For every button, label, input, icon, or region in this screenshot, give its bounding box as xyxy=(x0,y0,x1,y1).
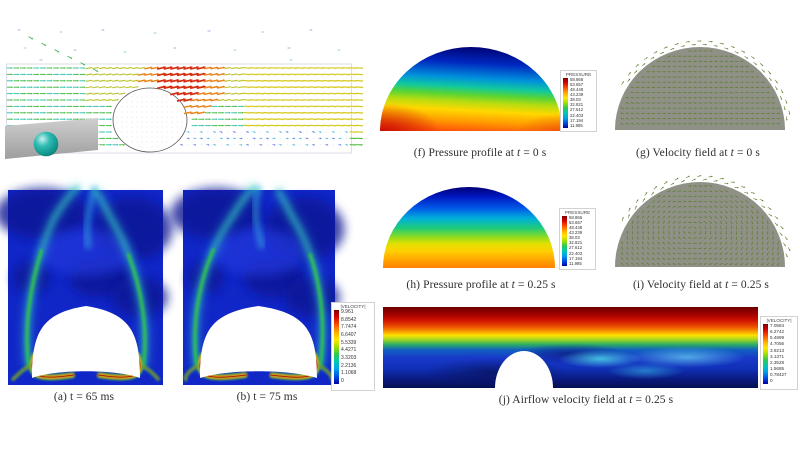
colorbar-tick-label: 32.821 xyxy=(569,240,583,246)
caption-text: = 0.25 s xyxy=(731,279,770,291)
velocity-colorbar-ab: |VELOCITY| 9.961 8.8542 7.7474 6.6407 5.5339… xyxy=(331,302,375,391)
colorbar-tick-label: 5.4899 xyxy=(770,335,785,341)
colorbar-tick-label: 0 xyxy=(341,377,344,384)
pressure-dome-t025 xyxy=(383,187,555,268)
colorbar-tick-label: 27.612 xyxy=(569,245,583,251)
math-var: t xyxy=(511,279,515,291)
colorbar-tick-label: 43.239 xyxy=(569,230,583,236)
colorbar-tick-label: 11.985 xyxy=(569,260,582,266)
velocity-colorbar-j: |VELOCITY| 7.0584 6.2742 5.4899 4.7056 3.921… xyxy=(760,316,798,390)
colorbar-tick-label: 43.239 xyxy=(570,92,584,98)
caption-text: (g) Velocity field at xyxy=(636,147,728,159)
colorbar-tick-label: 58.866 xyxy=(570,77,584,82)
caption-h: (h) Pressure profile at t = 0.25 s xyxy=(406,279,555,291)
velocity-dome-t025 xyxy=(615,175,791,267)
caption-i: (i) Velocity field at t = 0.25 s xyxy=(633,279,769,291)
colorbar-tick-label: 1.1068 xyxy=(341,370,357,377)
caption-g: (g) Velocity field at t = 0 s xyxy=(636,147,760,159)
caption-text: (a) t = 65 ms xyxy=(53,391,115,403)
quiver-airflow-plot xyxy=(5,29,364,159)
colorbar-tick-label: 53.657 xyxy=(570,82,584,88)
colorbar-tick-label: 22.403 xyxy=(569,250,583,256)
colorbar-gradient xyxy=(334,310,339,384)
colorbar-tick-label: 27.612 xyxy=(570,107,584,113)
velocity-contour-panel-b xyxy=(170,182,345,385)
caption-text: (j) Airflow velocity field at xyxy=(498,394,627,406)
pressure-colorbar-f: PRESSURE 58.866 53.657 48.448 43.239 38.03 32… xyxy=(560,70,597,132)
colorbar-tick-labels: 9.961 8.8542 7.7474 6.6407 5.5339 4.4271 3.320… xyxy=(341,310,356,384)
caption-text: (b) t = 75 ms xyxy=(236,391,298,403)
caption-f: (f) Pressure profile at t = 0 s xyxy=(414,147,547,159)
colorbar-tick-label: 6.6407 xyxy=(341,331,357,338)
colorbar-tick-label: 53.657 xyxy=(569,220,583,226)
caption-b: (b) t = 75 ms xyxy=(237,391,298,403)
colorbar-tick-label: 2.2136 xyxy=(341,362,357,369)
colorbar-tick-label: 48.448 xyxy=(569,225,583,231)
caption-text: = 0.25 s xyxy=(517,279,556,291)
colorbar-gradient xyxy=(763,324,768,384)
colorbar-tick-label: 9.961 xyxy=(341,309,354,315)
colorbar-tick-label: 1.5685 xyxy=(770,366,785,372)
colorbar-title: |VELOCITY| xyxy=(766,318,792,323)
colorbar-tick-label: 38.03 xyxy=(570,97,581,103)
colorbar-tick-label: 0.78427 xyxy=(770,372,787,378)
colorbar-tick-label: 7.0584 xyxy=(770,323,785,328)
caption-text: = 0 s xyxy=(736,147,760,159)
dome-cutout xyxy=(495,351,553,388)
colorbar-tick-label: 48.448 xyxy=(570,87,584,93)
colorbar-tick-label: 17.194 xyxy=(570,117,584,123)
caption-text: (f) Pressure profile at xyxy=(413,147,515,159)
math-var: t xyxy=(629,394,633,406)
colorbar-tick-label: 22.403 xyxy=(570,112,584,118)
colorbar-tick-label: 32.821 xyxy=(570,102,584,108)
colorbar-tick-label: 4.7056 xyxy=(770,341,785,347)
colorbar-tick-label: 6.2742 xyxy=(770,329,785,335)
colorbar-title: PRESSURE xyxy=(565,72,592,77)
colorbar-tick-labels: 7.0584 6.2742 5.4899 4.7056 3.9213 3.1371 2.35… xyxy=(770,323,787,384)
colorbar-tick-labels: 58.866 53.657 48.448 43.239 38.03 32.821 27.61… xyxy=(570,77,584,128)
colorbar-tick-label: 3.1371 xyxy=(770,353,785,359)
math-var: t xyxy=(730,147,734,159)
caption-text: (h) Pressure profile at xyxy=(406,279,509,291)
velocity-dome-t0 xyxy=(615,40,791,130)
colorbar-tick-label: 7.7474 xyxy=(341,324,357,331)
pressure-dome-t0 xyxy=(380,47,562,131)
colorbar-title: PRESSURE xyxy=(564,210,591,215)
colorbar-gradient xyxy=(562,216,567,266)
colorbar-tick-label: 58.866 xyxy=(569,215,583,220)
colorbar-tick-label: 0 xyxy=(770,378,773,384)
caption-a: (a) t = 65 ms xyxy=(54,391,114,403)
airflow-velocity-strip xyxy=(383,307,758,388)
caption-j: (j) Airflow velocity field at t = 0.25 s xyxy=(499,394,673,406)
colorbar-title: |VELOCITY| xyxy=(340,304,366,309)
colorbar-tick-label: 11.985 xyxy=(570,122,583,128)
caption-text: = 0 s xyxy=(523,147,547,159)
colorbar-tick-label: 5.5339 xyxy=(341,339,357,346)
caption-text: = 0.25 s xyxy=(635,394,674,406)
colorbar-tick-label: 8.8542 xyxy=(341,316,357,323)
colorbar-tick-label: 4.4271 xyxy=(341,347,357,354)
colorbar-gradient xyxy=(563,78,568,128)
velocity-contour-panel-a xyxy=(0,182,173,385)
colorbar-tick-label: 17.194 xyxy=(569,255,583,261)
math-var: t xyxy=(725,279,729,291)
colorbar-tick-label: 3.9213 xyxy=(770,347,785,353)
caption-text: (i) Velocity field at xyxy=(632,279,723,291)
pressure-colorbar-h: PRESSURE 58.866 53.657 48.448 43.239 38.03 32… xyxy=(559,208,596,270)
colorbar-tick-labels: 58.866 53.657 48.448 43.239 38.03 32.821 27.61… xyxy=(569,215,583,266)
colorbar-tick-label: 38.03 xyxy=(569,235,580,241)
colorbar-tick-label: 2.3528 xyxy=(770,359,785,365)
math-var: t xyxy=(517,147,521,159)
colorbar-tick-label: 3.3203 xyxy=(341,354,357,361)
